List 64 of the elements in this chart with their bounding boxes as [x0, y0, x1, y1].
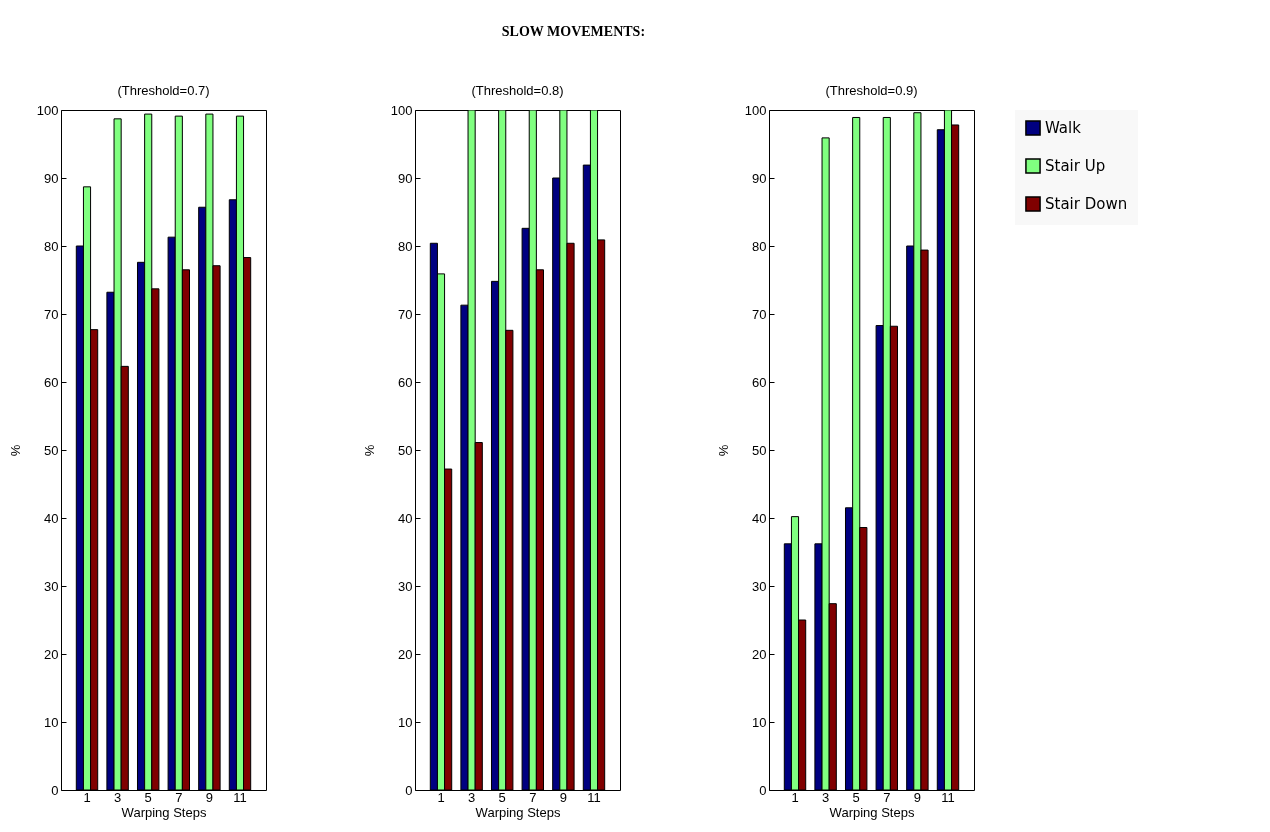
x-tick-label: 1: [83, 789, 91, 805]
x-tick-label: 11: [941, 789, 955, 805]
y-tick-label: 40: [44, 510, 59, 526]
x-tick-label: 11: [233, 789, 247, 805]
y-tick-label: 20: [398, 646, 413, 662]
y-tick-label: 60: [44, 374, 59, 390]
x-tick-label: 3: [467, 789, 476, 805]
text: SLOW MOVEMENTS:: [501, 23, 646, 39]
chart-title: (Threshold=0.8): [471, 83, 564, 98]
y-tick-label: 50: [44, 442, 59, 458]
y-tick-label: 30: [752, 578, 767, 594]
legend-label: Stair Down: [1045, 195, 1128, 213]
x-axis-title: Warping Steps: [475, 804, 561, 820]
y-tick-label: 50: [752, 442, 767, 458]
y-tick-label: 40: [752, 510, 767, 526]
y-tick-label: 0: [51, 782, 59, 798]
y-tick-label: 60: [752, 374, 767, 390]
y-tick-label: 10: [44, 714, 59, 730]
x-tick-label: 5: [144, 789, 152, 805]
y-tick-label: 90: [44, 170, 59, 186]
y-axis-title: %: [7, 444, 23, 457]
y-tick-label: 60: [398, 374, 413, 390]
y-tick-label: 20: [44, 646, 59, 662]
x-tick-label: 5: [852, 789, 860, 805]
x-tick-label: 7: [883, 789, 891, 805]
y-tick-label: 40: [398, 510, 413, 526]
y-tick-label: 10: [752, 714, 767, 730]
chart-title: (Threshold=0.9): [825, 83, 918, 98]
legend-label: Walk: [1045, 119, 1082, 137]
y-tick-label: 100: [36, 102, 59, 118]
y-axis-title: %: [715, 444, 731, 457]
x-tick-label: 9: [205, 789, 214, 805]
x-tick-label: 7: [529, 789, 537, 805]
x-tick-label: 9: [559, 789, 568, 805]
y-tick-label: 90: [752, 170, 767, 186]
chart-title: (Threshold=0.7): [117, 83, 210, 98]
legend-label: Stair Up: [1045, 157, 1106, 175]
y-axis-title: %: [361, 444, 377, 457]
y-tick-label: 30: [398, 578, 413, 594]
x-tick-label: 11: [587, 789, 601, 805]
x-tick-label: 3: [113, 789, 122, 805]
x-tick-label: 5: [498, 789, 506, 805]
y-tick-label: 20: [752, 646, 767, 662]
y-tick-label: 10: [398, 714, 413, 730]
x-tick-label: 7: [175, 789, 183, 805]
y-tick-label: 90: [398, 170, 413, 186]
x-tick-label: 3: [821, 789, 830, 805]
y-tick-label: 70: [398, 306, 413, 322]
y-tick-label: 30: [44, 578, 59, 594]
y-tick-label: 70: [44, 306, 59, 322]
y-tick-label: 70: [752, 306, 767, 322]
y-tick-label: 100: [390, 102, 413, 118]
y-tick-label: 100: [744, 102, 767, 118]
x-tick-label: 9: [913, 789, 922, 805]
x-tick-label: 1: [437, 789, 445, 805]
y-tick-label: 80: [44, 238, 59, 254]
y-tick-label: 80: [752, 238, 767, 254]
x-axis-title: Warping Steps: [829, 804, 915, 820]
y-tick-label: 50: [398, 442, 413, 458]
y-tick-label: 80: [398, 238, 413, 254]
x-tick-label: 1: [791, 789, 799, 805]
y-tick-label: 0: [405, 782, 413, 798]
y-tick-label: 0: [759, 782, 767, 798]
x-axis-title: Warping Steps: [121, 804, 207, 820]
